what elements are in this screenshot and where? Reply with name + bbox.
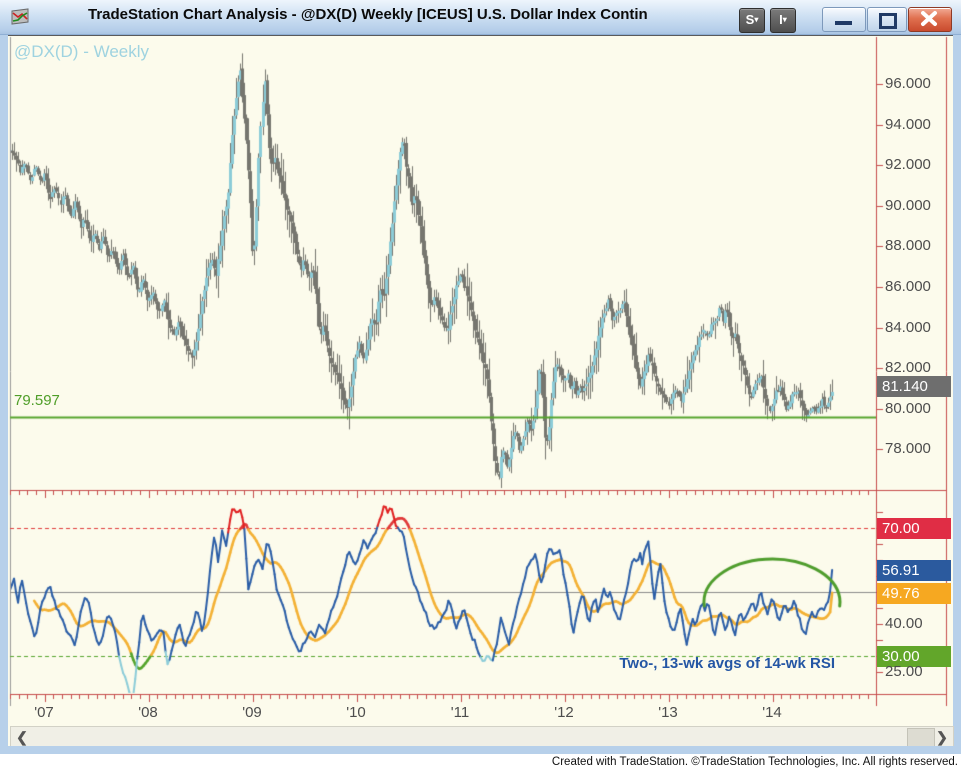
scroll-left-arrow-icon[interactable]: ❮ [16, 729, 28, 745]
axis-tick-label: 82.000 [885, 359, 931, 377]
x-axis-year-label: '07 [34, 704, 54, 721]
x-axis-year-label: '09 [242, 704, 262, 721]
axis-value-badge: 81.140 [877, 375, 951, 397]
x-axis-year-label: '13 [658, 704, 678, 721]
scrollbar-thumb[interactable] [907, 728, 935, 748]
scroll-right-arrow-icon[interactable]: ❯ [936, 729, 948, 745]
trendline-value-label: 79.597 [14, 392, 60, 409]
x-axis-year-label: '12 [554, 704, 574, 721]
axis-tick-label: 25.00 [885, 663, 923, 680]
axis-tick-label: 84.000 [885, 318, 931, 336]
axis-tick-label: 90.000 [885, 196, 931, 214]
axis-tick-label: 92.000 [885, 156, 931, 174]
axis-tick-label: 78.000 [885, 440, 931, 458]
x-axis-year-label: '08 [138, 704, 158, 721]
symbol-label: @DX(D) - Weekly [14, 42, 150, 61]
axis-tick-label: 40.00 [885, 615, 923, 632]
axis-value-badge: 70.00 [877, 518, 951, 539]
x-axis-year-label: '10 [346, 704, 366, 721]
rsi-annotation-text: Two-, 13-wk avgs of 14-wk RSI [619, 655, 835, 672]
copyright-footer: Created with TradeStation. ©TradeStation… [0, 754, 961, 772]
x-axis-year-label: '11 [450, 704, 470, 721]
window-bottom-border [0, 746, 961, 754]
axis-value-badge: 30.00 [877, 646, 951, 667]
axis-tick-label: 94.000 [885, 115, 931, 133]
axis-tick-label: 80.000 [885, 399, 931, 417]
axis-value-badge: 56.91 [877, 559, 951, 581]
axis-tick-label: 88.000 [885, 237, 931, 255]
axis-tick-label: 96.000 [885, 75, 931, 92]
axis-value-badge: 49.76 [877, 582, 951, 604]
x-axis-year-label: '14 [762, 704, 782, 721]
axis-tick-label: 86.000 [885, 278, 931, 295]
